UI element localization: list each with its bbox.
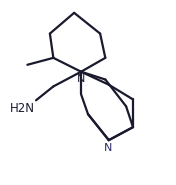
Text: N: N [104, 143, 112, 153]
Text: N: N [77, 74, 85, 84]
Text: H2N: H2N [10, 102, 35, 115]
